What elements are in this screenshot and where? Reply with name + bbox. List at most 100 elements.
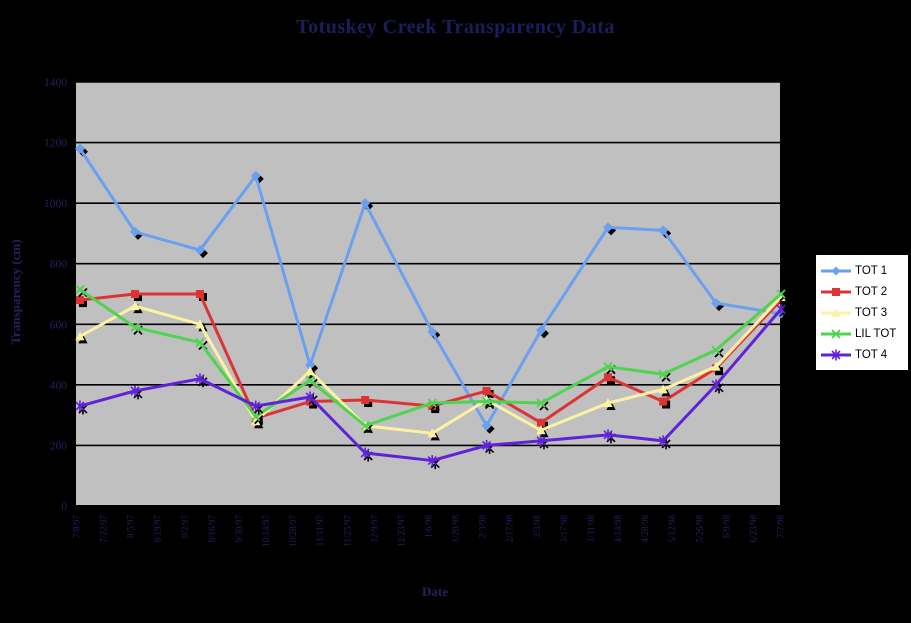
marker-triangle [536,425,546,435]
marker-star [75,400,85,412]
x-tick-label: 10/14/97 [261,515,271,548]
x-tick-label: 4/14/98 [613,515,623,543]
marker-square [536,418,545,427]
marker-star [251,400,261,412]
legend-item-tot-4: TOT 4 [821,344,904,365]
y-tick-label: 0 [61,501,67,513]
legend-label: LIL TOT [855,327,897,340]
y-tick-label: 400 [50,380,68,392]
legend-item-tot-3: TOT 3 [821,302,904,323]
marker-triangle [427,428,437,438]
marker-x [536,398,546,408]
x-tick-label: 1/20/98 [451,515,461,543]
marker-x [130,322,140,332]
x-tick-label: 12/23/97 [396,515,406,548]
x-tick-label: 6/23/98 [748,515,758,543]
marker-x [776,289,786,299]
marker-star [130,385,140,397]
marker-star [536,435,546,447]
x-tick-label: 6/9/98 [721,515,731,539]
x-tick-label: 9/30/97 [234,515,244,543]
marker-star [427,455,437,467]
y-tick-label: 200 [50,440,68,452]
marker-diamond [535,325,546,336]
marker-diamond [194,245,205,256]
marker-x [195,337,205,348]
marker-square [604,373,613,382]
x-axis-title: Date [422,584,448,599]
marker-diamond [658,225,669,236]
y-tick-label: 800 [50,259,68,271]
legend-key-star-icon [821,349,851,360]
marker-x [360,421,370,431]
x-tick-label: 5/12/98 [667,515,677,543]
x-tick-label: 12/9/97 [369,515,379,543]
marker-x [711,345,721,355]
x-tick-label: 8/5/97 [126,515,136,539]
x-tick-label: 3/31/98 [586,515,596,543]
x-tick-label: 7/8/97 [72,515,82,539]
x-tick-label: 5/26/98 [694,515,704,543]
marker-diamond [250,170,261,181]
marker-x [658,369,668,379]
marker-diamond [305,360,316,371]
marker-diamond [711,298,722,309]
marker-diamond [603,222,614,233]
marker-triangle [658,384,668,394]
marker-star [776,303,786,315]
marker-diamond [130,226,141,237]
marker-diamond [481,420,492,431]
marker-star [482,439,492,451]
x-tick-label: 3/3/98 [532,515,542,539]
legend-key-square-icon [821,287,851,296]
legend-label: TOT 3 [855,306,888,319]
x-tick-label: 11/11/97 [315,515,325,547]
legend-label: TOT 2 [855,285,888,298]
marker-x [427,398,437,408]
marker-square [659,397,668,406]
x-tick-label: 10/28/97 [288,515,298,548]
marker-x [603,362,613,372]
x-tick-label: 4/28/98 [640,515,650,543]
marker-square [195,290,204,298]
x-tick-label: 7/7/98 [776,515,786,539]
marker-diamond [74,143,85,154]
legend-item-tot-1: TOT 1 [821,260,904,281]
x-tick-label: 2/3/98 [478,515,488,539]
y-tick-label: 1000 [44,198,67,210]
marker-square [361,396,370,404]
legend-label: TOT 1 [855,264,888,277]
marker-triangle [130,301,140,311]
legend: TOT 1 TOT 2 TOT 3 LIL TOT TOT 4 [815,254,909,371]
y-axis-title: Transparency (cm) [8,239,23,345]
x-tick-label: 9/2/97 [180,515,190,539]
legend-key-x-icon [821,328,851,339]
y-tick-label: 600 [50,319,68,331]
marker-star [305,391,315,403]
marker-square [75,296,84,305]
marker-triangle [603,398,613,408]
marker-square [482,386,491,395]
chart-title: Totuskey Creek Transparency Data [296,16,615,38]
x-tick-label: 1/6/98 [424,515,434,539]
marker-star [711,379,721,391]
marker-x [75,284,85,295]
marker-star [195,373,205,385]
marker-diamond [427,326,438,337]
marker-star [603,429,613,441]
x-tick-label: 11/25/97 [342,515,352,547]
marker-triangle [75,331,85,341]
x-tick-label: 2/17/98 [505,515,515,543]
marker-triangle [251,416,261,426]
marker-triangle [711,361,721,371]
legend-key-diamond-icon [821,266,851,275]
legend-item-lil-tot: LIL TOT [821,323,904,344]
marker-x [305,375,315,385]
x-tick-label: 3/17/98 [559,515,569,543]
marker-x [481,396,492,407]
legend-key-triangle-icon [821,308,851,317]
y-tick-label: 1200 [44,138,67,150]
marker-triangle [305,366,315,376]
marker-square [428,402,437,411]
